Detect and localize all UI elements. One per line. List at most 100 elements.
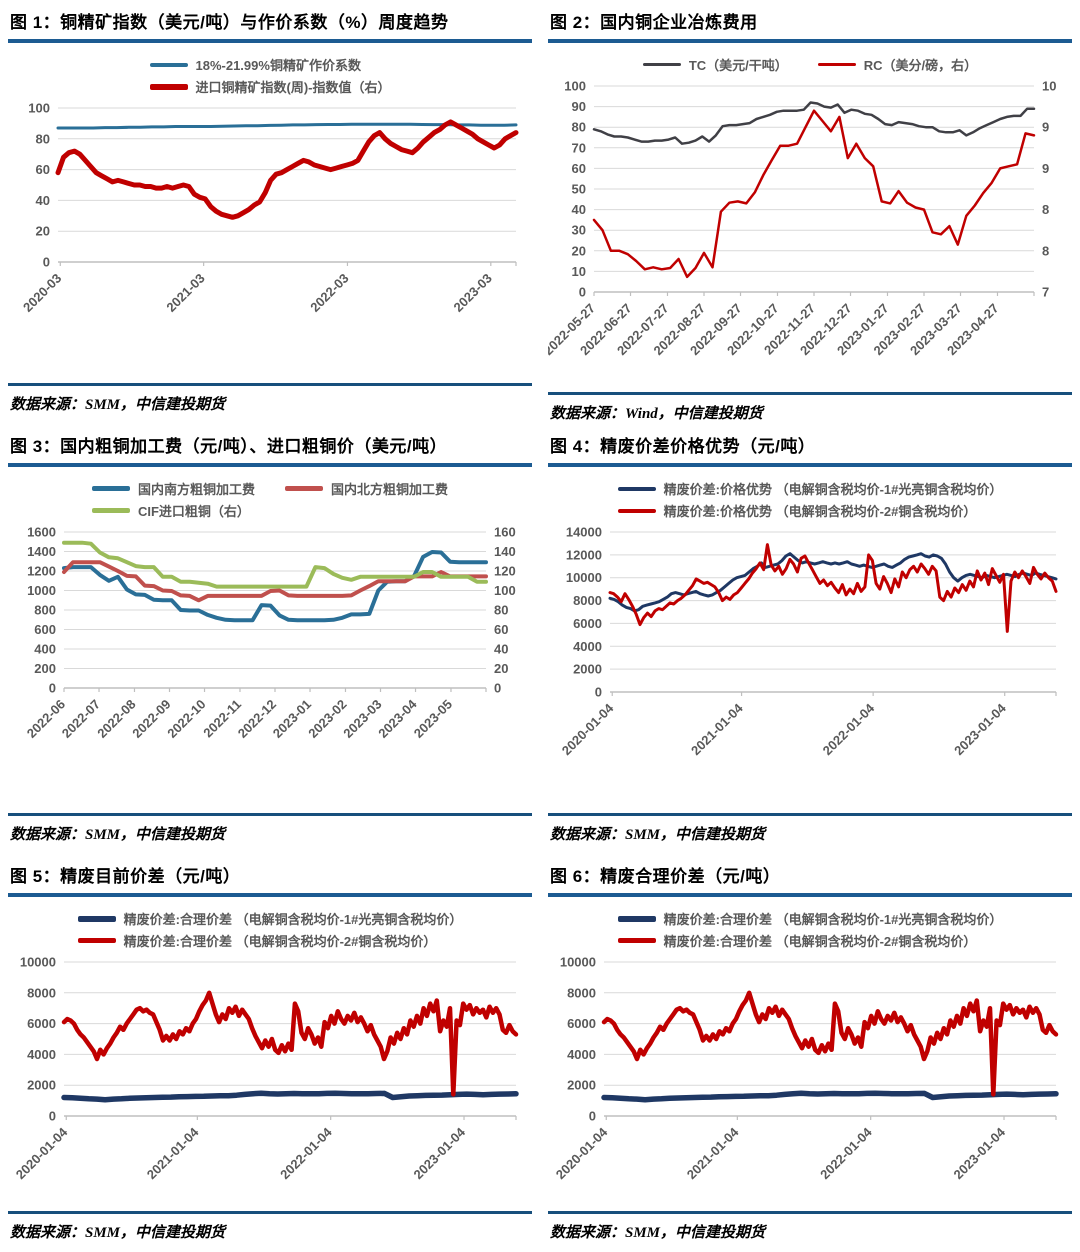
legend-item: TC（美元/干吨） bbox=[642, 55, 788, 74]
series-line-1 bbox=[62, 560, 488, 603]
svg-text:2000: 2000 bbox=[567, 1078, 596, 1093]
svg-text:6000: 6000 bbox=[573, 616, 602, 631]
svg-text:14000: 14000 bbox=[566, 525, 602, 540]
figure-5-source: 数据来源：SMM，中信建投期货 bbox=[8, 1211, 532, 1252]
legend-line-swatch bbox=[617, 508, 656, 513]
svg-text:10000: 10000 bbox=[566, 570, 602, 585]
x-tick-label: 2022-01-04 bbox=[277, 1124, 335, 1182]
svg-text:10: 10 bbox=[1042, 79, 1056, 94]
legend-row: 精废价差:合理价差 （电解铜含税均价-2#铜含税均价） bbox=[617, 931, 976, 950]
legend-row: 18%-21.99%铜精矿作价系数 bbox=[149, 55, 361, 74]
figure-6-source: 数据来源：SMM，中信建投期货 bbox=[548, 1211, 1072, 1252]
figure-4-panel: 图 4：精废价差价格优势（元/吨） 精废价差:价格优势 （电解铜含税均价-1#光… bbox=[540, 424, 1080, 854]
svg-text:60: 60 bbox=[572, 161, 586, 176]
series-line-0 bbox=[61, 1090, 519, 1103]
legend-item: 精废价差:价格优势 （电解铜含税均价-1#光亮铜含税均价） bbox=[617, 479, 1002, 498]
series-line-1 bbox=[592, 109, 1036, 279]
svg-text:6000: 6000 bbox=[27, 1016, 56, 1031]
x-tick-label: 2021-01-04 bbox=[144, 1124, 202, 1182]
svg-text:40: 40 bbox=[572, 202, 586, 217]
legend-label: 精废价差:合理价差 （电解铜含税均价-1#光亮铜含税均价） bbox=[123, 912, 463, 927]
figure-5-panel: 图 5：精废目前价差（元/吨） 精废价差:合理价差 （电解铜含税均价-1#光亮铜… bbox=[0, 854, 540, 1252]
gridlines bbox=[610, 531, 1056, 693]
x-axis: 2022-062022-072022-082022-092022-102022-… bbox=[24, 688, 487, 741]
svg-text:10000: 10000 bbox=[560, 955, 596, 970]
x-tick-label: 2021-01-04 bbox=[684, 1124, 742, 1182]
svg-text:400: 400 bbox=[34, 642, 56, 657]
svg-text:20: 20 bbox=[572, 243, 586, 258]
gridlines bbox=[604, 961, 1056, 1117]
figure-5-title-rule bbox=[8, 893, 532, 897]
figure-3-panel: 图 3：国内粗铜加工费（元/吨）、进口粗铜价（美元/吨） 国内南方粗铜加工费 国内… bbox=[0, 424, 540, 854]
gridlines bbox=[58, 107, 516, 263]
svg-text:140: 140 bbox=[494, 544, 516, 559]
spacer bbox=[8, 338, 532, 379]
legend-row: 精废价差:价格优势 （电解铜含税均价-2#铜含税均价） bbox=[617, 501, 976, 520]
x-tick-label: 2022-01-04 bbox=[820, 700, 878, 758]
legend-row: 国内南方粗铜加工费 国内北方粗铜加工费 bbox=[91, 479, 448, 498]
x-tick-label: 2020-01-04 bbox=[553, 1124, 611, 1182]
figure-3-line-chart: 0 200 400 600 800 1000 1200 1400 1600 0 20 40 60 80 10… bbox=[24, 525, 516, 741]
figure-2-title-rule bbox=[548, 39, 1072, 43]
x-axis: 2022-05-272022-06-272022-07-272022-08-27… bbox=[548, 292, 1035, 358]
svg-text:100: 100 bbox=[564, 79, 586, 94]
legend-label: 国内北方粗铜加工费 bbox=[331, 482, 449, 497]
figure-4-line-chart: 0 2000 4000 6000 8000 10000 12000 14000 2020-01-… bbox=[559, 525, 1058, 758]
legend-item: 18%-21.99%铜精矿作价系数 bbox=[149, 55, 361, 74]
x-tick-label: 2021-01-04 bbox=[688, 700, 746, 758]
svg-text:8000: 8000 bbox=[27, 985, 56, 1000]
series-line-1 bbox=[55, 119, 519, 220]
legend-line-swatch bbox=[149, 83, 188, 90]
svg-text:4000: 4000 bbox=[27, 1047, 56, 1062]
figure-3-source: 数据来源：SMM，中信建投期货 bbox=[8, 813, 532, 854]
legend-line-swatch bbox=[617, 486, 656, 491]
svg-text:12000: 12000 bbox=[566, 547, 602, 562]
svg-text:60: 60 bbox=[494, 622, 508, 637]
figure-2-panel: 图 2：国内铜企业冶炼费用 TC（美元/干吨） RC（美分/磅，右） 0 10 20 3… bbox=[540, 0, 1080, 424]
figure-6-panel: 图 6：精废合理价差（元/吨） 精废价差:合理价差 （电解铜含税均价-1#光亮铜… bbox=[540, 854, 1080, 1252]
x-tick-label: 2023-01 bbox=[270, 697, 314, 741]
legend-line-swatch bbox=[91, 486, 130, 491]
legend-item: 精废价差:合理价差 （电解铜含税均价-2#铜含税均价） bbox=[617, 931, 976, 950]
x-tick-label: 2022-10 bbox=[164, 697, 208, 741]
x-tick-label: 2020-03 bbox=[20, 271, 64, 315]
svg-text:600: 600 bbox=[34, 622, 56, 637]
y-axis-left-labels: 0 2000 4000 6000 8000 10000 bbox=[20, 955, 56, 1124]
legend-row: 精废价差:价格优势 （电解铜含税均价-1#光亮铜含税均价） bbox=[617, 479, 1002, 498]
series-line-1 bbox=[61, 990, 519, 1097]
figure-1-line-chart: 0 20 40 60 80 100 2020-03 2021-03 2022-03 2023-03 bbox=[20, 101, 519, 315]
legend-label: 18%-21.99%铜精矿作价系数 bbox=[195, 58, 361, 73]
legend-item: 精废价差:价格优势 （电解铜含税均价-2#铜含税均价） bbox=[617, 501, 976, 520]
figure-5-line-chart: 0 2000 4000 6000 8000 10000 2020-01-04 2021-01-… bbox=[13, 955, 519, 1182]
svg-text:1000: 1000 bbox=[27, 583, 56, 598]
svg-text:0: 0 bbox=[43, 255, 50, 270]
legend-item: 精废价差:合理价差 （电解铜含税均价-1#光亮铜含税均价） bbox=[77, 909, 463, 928]
legend-item: 精废价差:合理价差 （电解铜含税均价-2#铜含税均价） bbox=[77, 931, 436, 950]
figure-5-legend: 精废价差:合理价差 （电解铜含税均价-1#光亮铜含税均价） 精废价差:合理价差 （… bbox=[77, 909, 463, 950]
svg-text:4000: 4000 bbox=[573, 639, 602, 654]
series-line-0 bbox=[62, 550, 488, 623]
spacer bbox=[548, 780, 1072, 809]
svg-text:1400: 1400 bbox=[27, 544, 56, 559]
svg-text:4000: 4000 bbox=[567, 1047, 596, 1062]
figure-4-legend: 精废价差:价格优势 （电解铜含税均价-1#光亮铜含税均价） 精废价差:价格优势 （… bbox=[617, 479, 1002, 520]
legend-row: 进口铜精矿指数(周)-指数值（右） bbox=[149, 77, 391, 96]
svg-text:0: 0 bbox=[589, 1109, 596, 1124]
svg-text:40: 40 bbox=[36, 193, 50, 208]
svg-text:90: 90 bbox=[572, 99, 586, 114]
svg-text:8: 8 bbox=[1042, 243, 1049, 258]
figure-3-title: 图 3：国内粗铜加工费（元/吨）、进口粗铜价（美元/吨） bbox=[10, 437, 448, 456]
legend-item: 进口铜精矿指数(周)-指数值（右） bbox=[149, 77, 391, 96]
svg-text:0: 0 bbox=[49, 681, 56, 696]
x-tick-label: 2020-01-04 bbox=[13, 1124, 71, 1182]
figure-1-title-rule bbox=[8, 39, 532, 43]
x-axis: 2020-03 2021-03 2022-03 2023-03 bbox=[20, 262, 517, 315]
legend-item: RC（美分/磅，右） bbox=[817, 55, 977, 74]
y-axis-left-labels: 0 200 400 600 800 1000 1200 1400 1600 bbox=[27, 525, 56, 696]
svg-text:7: 7 bbox=[1042, 285, 1049, 300]
series-line-0 bbox=[56, 122, 518, 130]
legend-item: 国内北方粗铜加工费 bbox=[285, 479, 448, 498]
figure-2-source: 数据来源：Wind，中信建投期货 bbox=[548, 392, 1072, 424]
figure-6-legend: 精废价差:合理价差 （电解铜含税均价-1#光亮铜含税均价） 精废价差:合理价差 （… bbox=[617, 909, 1002, 950]
svg-text:0: 0 bbox=[595, 685, 602, 700]
